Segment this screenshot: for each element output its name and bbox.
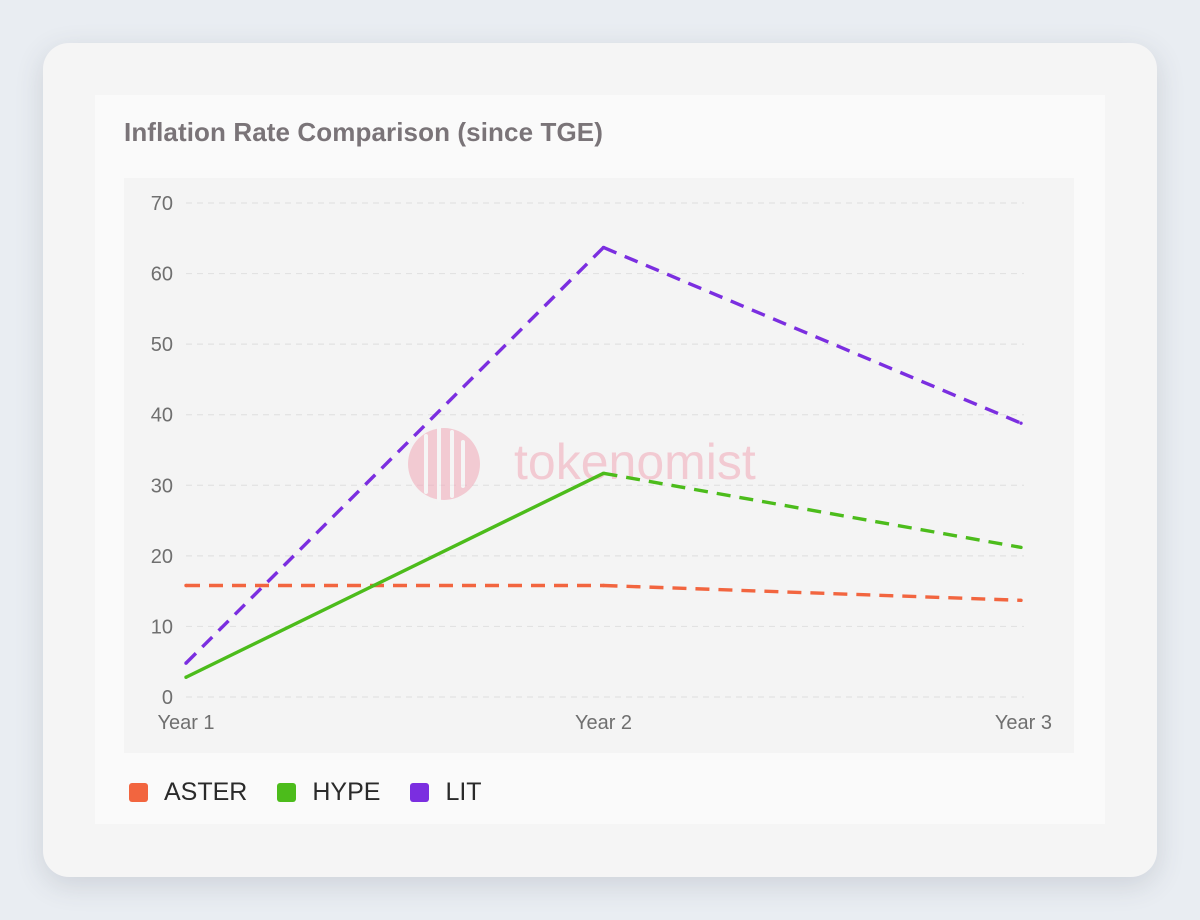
legend-swatch bbox=[129, 783, 148, 802]
watermark-logo-icon bbox=[408, 428, 480, 500]
y-tick-label: 70 bbox=[151, 193, 173, 215]
legend-label: LIT bbox=[445, 778, 482, 806]
chart-legend: ASTER HYPE LIT bbox=[129, 778, 512, 807]
data-point bbox=[184, 675, 188, 679]
legend-label: ASTER bbox=[164, 778, 248, 806]
data-point bbox=[184, 661, 188, 665]
y-tick-label: 30 bbox=[151, 475, 173, 497]
data-point bbox=[601, 471, 606, 475]
x-tick-label: Year 1 bbox=[157, 712, 214, 734]
series-aster bbox=[184, 583, 1023, 603]
watermark-logo-stripe bbox=[424, 434, 428, 494]
legend-swatch bbox=[410, 783, 430, 802]
x-tick-label: Year 3 bbox=[995, 712, 1052, 734]
legend-label: HYPE bbox=[312, 778, 381, 806]
series-line-segment bbox=[185, 471, 605, 679]
watermark-logo-stripe bbox=[461, 440, 465, 488]
data-point bbox=[1019, 545, 1023, 550]
legend-item-aster[interactable]: ASTER bbox=[129, 778, 247, 807]
y-tick-label: 0 bbox=[162, 687, 173, 709]
series-hype bbox=[184, 471, 1023, 679]
data-point bbox=[601, 583, 606, 588]
legend-item-lit[interactable]: LIT bbox=[410, 778, 482, 807]
data-point bbox=[184, 583, 188, 588]
data-point bbox=[1019, 598, 1023, 603]
chart-title: Inflation Rate Comparison (since TGE) bbox=[124, 117, 603, 147]
series-line-segment bbox=[603, 471, 1022, 550]
series-line-segment bbox=[603, 583, 1022, 603]
y-tick-label: 40 bbox=[151, 405, 173, 427]
series-line-segment bbox=[602, 245, 1022, 425]
data-point bbox=[601, 245, 606, 250]
legend-item-hype[interactable]: HYPE bbox=[277, 778, 380, 807]
data-point bbox=[1019, 421, 1023, 425]
watermark-logo-stripe bbox=[450, 430, 454, 498]
chart-card: Inflation Rate Comparison (since TGE) 0 1… bbox=[43, 43, 1157, 877]
y-tick-label: 20 bbox=[151, 546, 173, 568]
series-line-segment bbox=[184, 246, 605, 665]
y-tick-label: 50 bbox=[151, 334, 173, 356]
line-chart: 0 10 20 30 40 50 60 70 Year 1 Year 2 Year 3 tokenom… bbox=[124, 178, 1074, 753]
watermark-text: tokenomist bbox=[514, 434, 756, 490]
chart-panel: Inflation Rate Comparison (since TGE) 0 1… bbox=[95, 95, 1105, 824]
series-lit bbox=[184, 245, 1023, 665]
y-tick-label: 10 bbox=[151, 616, 173, 638]
watermark-logo-stripe bbox=[437, 426, 441, 502]
watermark: tokenomist bbox=[408, 426, 756, 502]
legend-swatch bbox=[277, 783, 297, 802]
x-tick-label: Year 2 bbox=[575, 712, 632, 734]
y-tick-label: 60 bbox=[151, 264, 173, 286]
